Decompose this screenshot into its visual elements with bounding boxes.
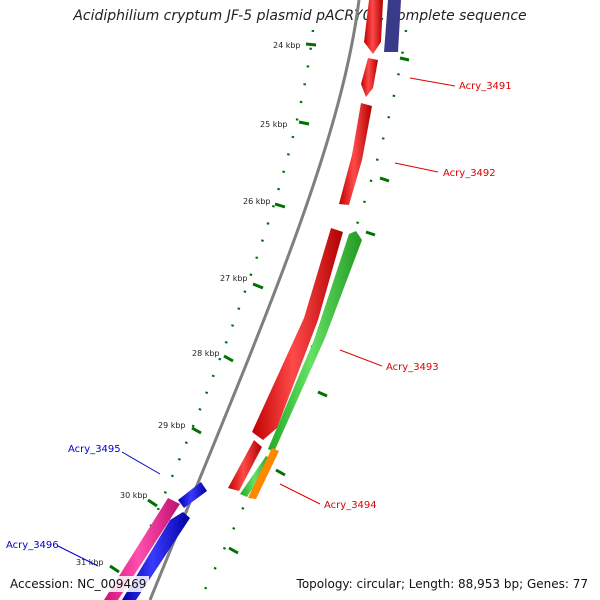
forward-strand-features: [228, 0, 383, 491]
gene-label-acry-3493[interactable]: Acry_3493: [386, 362, 439, 373]
kbp-label: 25 kbp: [260, 120, 288, 129]
gene-arrow-acry-3494-red[interactable]: [228, 440, 262, 491]
outer-tick-ring: [198, 29, 408, 600]
outer-strand-features: [240, 0, 401, 499]
gene-arrow-acry-3491[interactable]: [361, 58, 378, 97]
gene-label-acry-3491[interactable]: Acry_3491: [459, 81, 512, 92]
gene-arrow-top-red[interactable]: [364, 0, 383, 54]
kbp-label: 27 kbp: [220, 274, 248, 283]
inner-tick-ring: [116, 29, 315, 600]
kbp-label: 26 kbp: [243, 197, 271, 206]
kbp-label: 31 kbp: [76, 558, 104, 567]
kbp-label: 29 kbp: [158, 421, 186, 430]
gene-arrow-navy[interactable]: [384, 0, 401, 52]
gene-arrow-acry-3495[interactable]: [178, 482, 207, 508]
kbp-label: 24 kbp: [273, 41, 301, 50]
accession-text: Accession: NC_009469: [7, 576, 150, 592]
gene-arrow-acry-3493[interactable]: [252, 228, 343, 440]
misc-arrow-acry-3494[interactable]: [248, 448, 279, 499]
kbp-major-ticks: [109, 42, 317, 574]
outer-major-ticks: [228, 56, 410, 555]
gene-arrow-acry-3492[interactable]: [339, 103, 372, 205]
kbp-label: 28 kbp: [192, 349, 220, 358]
label-leaders: [57, 77, 456, 567]
gene-label-acry-3495[interactable]: Acry_3495: [68, 444, 121, 455]
rna-arrow-acry-3493[interactable]: [268, 231, 362, 452]
gene-label-acry-3496[interactable]: Acry_3496: [6, 540, 59, 551]
topology-text: Topology: circular; Length: 88,953 bp; G…: [294, 576, 590, 592]
gene-label-acry-3492[interactable]: Acry_3492: [443, 168, 496, 179]
gene-arrow-pink[interactable]: [104, 498, 180, 600]
map-title: Acidiphilium cryptum JF-5 plasmid pACRY0…: [73, 8, 527, 24]
kbp-label: 30 kbp: [120, 491, 148, 500]
gene-label-acry-3494[interactable]: Acry_3494: [324, 500, 377, 511]
